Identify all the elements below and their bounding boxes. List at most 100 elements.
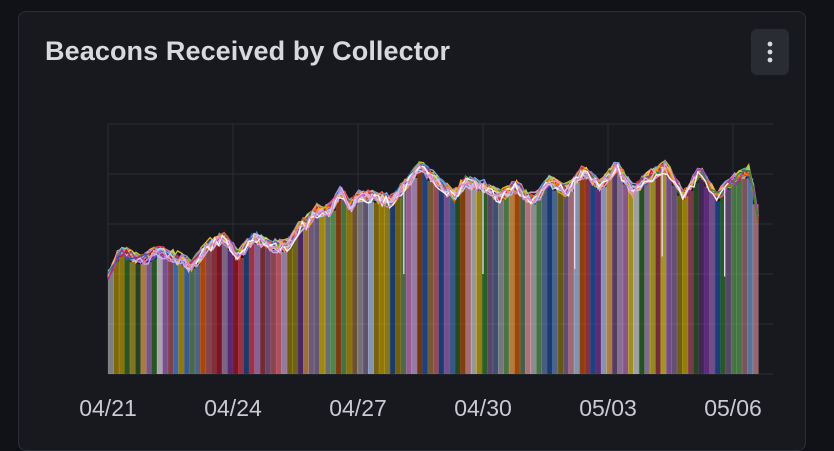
area-fill-slice (693, 183, 699, 374)
area-fill-slice (481, 191, 488, 374)
area-fill-slice (292, 234, 299, 374)
area-fill-slice (427, 181, 434, 374)
area-fill-slice (579, 177, 586, 374)
area-fill-slice (275, 250, 282, 374)
area-fill-slice (443, 194, 450, 374)
area-fill-slice (600, 187, 607, 374)
area-fill-slice (124, 257, 131, 374)
area-fill-slice (498, 199, 504, 374)
area-fill-slice (535, 195, 542, 374)
area-fill-slice (736, 179, 743, 374)
area-fill-slice (665, 175, 672, 374)
area-fill-slice (460, 187, 467, 374)
area-fill-slice (395, 197, 402, 374)
area-fill-slice (313, 213, 320, 374)
area-fill-slice (227, 250, 234, 374)
panel-title: Beacons Received by Collector (45, 36, 451, 66)
area-fill-slice (573, 181, 580, 374)
area-fill-slice (297, 226, 304, 374)
chart-series-group (107, 159, 759, 374)
area-fill-slice (357, 197, 364, 374)
area-fill-slice (389, 205, 396, 374)
area-fill-slice (530, 202, 537, 374)
kebab-menu-icon (767, 41, 773, 63)
area-fill-slice (465, 182, 472, 374)
area-fill-slice (714, 201, 721, 374)
area-fill-slice (622, 184, 629, 374)
area-fill-slice (568, 191, 575, 374)
area-fill-slice (584, 177, 591, 374)
area-fill-slice (194, 264, 201, 374)
area-fill-slice (265, 245, 272, 374)
area-fill-slice (747, 178, 754, 374)
area-fill-slice (595, 189, 602, 374)
area-fill-slice (476, 191, 483, 374)
area-fill-slice (546, 185, 553, 374)
area-fill-slice (162, 255, 169, 374)
area-fill-slice (687, 190, 694, 374)
area-fill-slice (671, 185, 678, 374)
area-fill-slice (514, 189, 521, 374)
area-fill-slice (118, 254, 125, 374)
area-fill-slice (254, 243, 261, 374)
area-fill-slice (368, 201, 374, 374)
area-fill-slice (519, 194, 526, 374)
area-fill-slice (660, 171, 667, 374)
area-fill-slice (281, 251, 288, 374)
area-fill-slice (238, 257, 244, 374)
area-fill-slice (470, 189, 477, 374)
area-fill-slice (200, 254, 207, 374)
area-fill-slice (416, 168, 423, 374)
area-fill-slice (378, 200, 385, 374)
area-fill-slice (720, 195, 727, 374)
area-fill-slice (454, 193, 461, 374)
area-fill-slice (167, 257, 174, 374)
area-fill-slice (411, 178, 418, 374)
area-fill-slice (151, 259, 158, 374)
area-fill-slice (563, 193, 569, 374)
area-fill-slice (438, 188, 445, 374)
area-fill-slice (362, 200, 369, 374)
area-fill-slice (725, 189, 732, 374)
x-axis-tick-labels: 04/21 04/24 04/27 04/30 05/03 05/06 (79, 395, 762, 421)
area-fill-slice (557, 189, 564, 374)
x-tick-label: 04/30 (454, 395, 512, 421)
area-fill-slice (633, 189, 640, 374)
area-fill-slice (113, 261, 120, 374)
area-fill-slice (611, 174, 618, 374)
area-fill-slice (730, 184, 737, 374)
area-fill-slice (400, 191, 407, 374)
area-fill-slice (698, 174, 705, 374)
area-fill-slice (422, 173, 429, 374)
area-fill-slice (330, 210, 337, 374)
area-fill-slice (752, 204, 759, 374)
area-fill-slice (145, 262, 152, 374)
area-fill-slice (384, 202, 391, 374)
area-fill-slice (449, 195, 456, 374)
area-fill-slice (335, 199, 342, 374)
area-fill-slice (324, 215, 331, 374)
chart-canvas: 04/21 04/24 04/27 04/30 05/03 05/06 (79, 123, 773, 421)
x-tick-label: 04/21 (79, 395, 137, 421)
x-tick-label: 04/24 (204, 395, 262, 421)
area-fill-slice (210, 244, 217, 374)
area-fill-slice (259, 242, 266, 374)
area-fill-slice (351, 205, 358, 374)
area-fill-slice (308, 219, 315, 374)
area-fill-slice (741, 178, 748, 374)
area-fill-slice (525, 198, 532, 374)
area-fill-slice (183, 264, 190, 374)
area-fill-slice (590, 183, 597, 374)
panel-menu-button[interactable] (751, 29, 789, 75)
area-fill-slice (286, 248, 293, 374)
area-fill-slice (140, 264, 147, 374)
area-fill-slice (606, 177, 613, 374)
x-tick-label: 04/27 (329, 395, 387, 421)
area-fill-slice (270, 250, 277, 374)
area-fill-slice (135, 264, 142, 374)
area-fill-slice (373, 202, 380, 374)
area-fill-slice (628, 189, 634, 374)
area-fill-slice (319, 214, 326, 374)
area-fill-slice (178, 263, 185, 374)
area-fill-slice (492, 194, 499, 374)
